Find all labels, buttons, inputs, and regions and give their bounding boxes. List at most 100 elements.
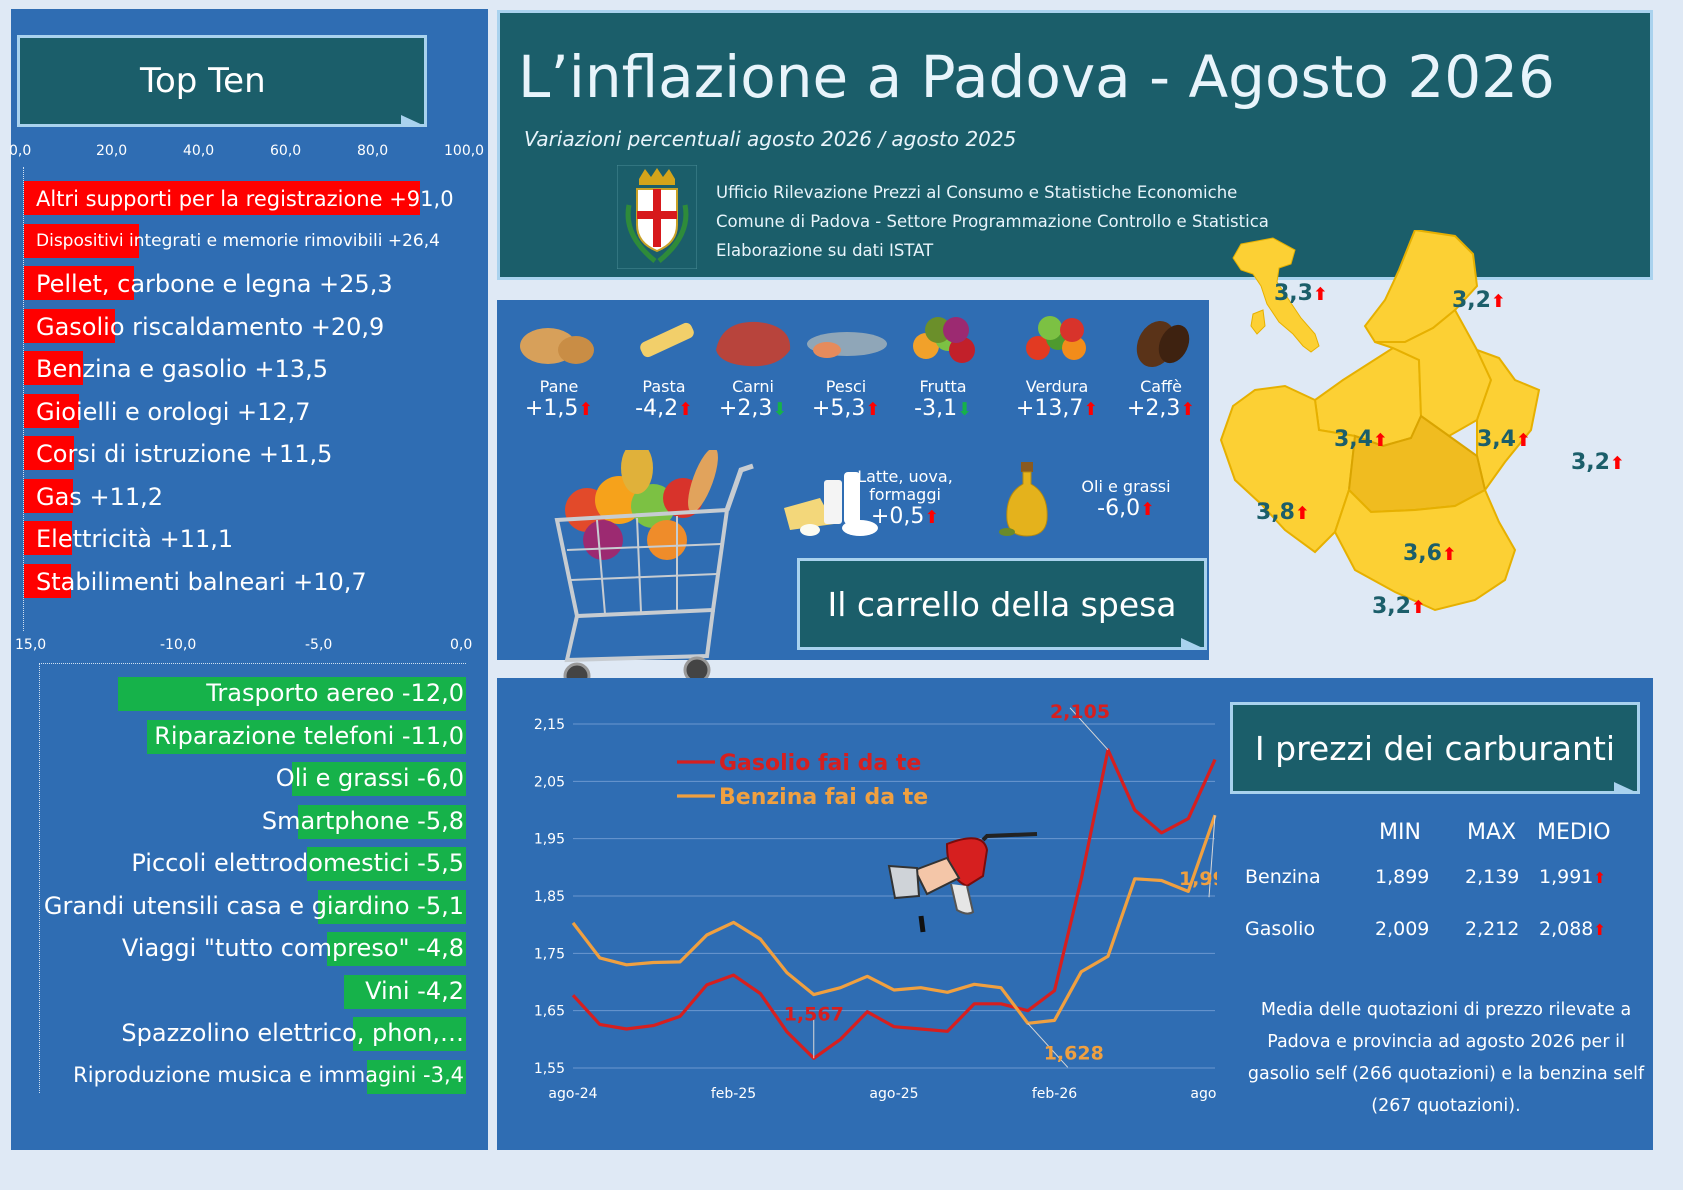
- column-header-min: MIN: [1379, 820, 1421, 845]
- legend-label: Benzina fai da te: [719, 785, 928, 810]
- food-value-number: +2,3: [1126, 396, 1181, 421]
- decrease-bar: [118, 677, 466, 711]
- arrow-up-icon: ⬆: [578, 400, 594, 420]
- sardinia-shape: [1250, 309, 1266, 335]
- food-value: +0,5⬆: [850, 504, 960, 531]
- axis-tick-label: 15,0: [15, 637, 47, 653]
- decrease-bar: [292, 762, 466, 796]
- arrow-down-icon: ⬇: [957, 400, 972, 420]
- increase-bar: [24, 223, 139, 258]
- food-value-number: -6,0: [1097, 496, 1141, 521]
- map-value-number: 3,2: [1372, 594, 1411, 619]
- food-item: Pane +1,5⬆: [509, 378, 609, 423]
- axis-frame: [39, 663, 466, 1093]
- food-item: Carni +2,3⬇: [703, 378, 803, 423]
- arrow-up-icon: ⬆: [1294, 504, 1310, 524]
- axis-tick-label: 0,0: [9, 143, 32, 159]
- banner-fold: [401, 115, 427, 127]
- map-value-number: 3,4: [1334, 427, 1373, 452]
- food-value-number: +2,3: [718, 396, 773, 421]
- province-south: [1333, 488, 1517, 612]
- increase-bar-label: Gasolio riscaldamento +20,9: [36, 312, 385, 341]
- map-value-italy: 3,3⬆: [1274, 281, 1328, 306]
- decrease-bar: [344, 974, 466, 1009]
- map-value-west: 3,8⬆: [1256, 500, 1310, 525]
- map-value-number: 3,3: [1274, 281, 1313, 306]
- food-item: Verdura +13,7⬆: [1007, 378, 1107, 423]
- arrow-up-icon: ⬆: [1083, 400, 1099, 420]
- decrease-bar-label: Grandi utensili casa e giardino -5,1: [43, 891, 464, 920]
- x-tick-label: ago-25: [869, 1086, 918, 1102]
- food-value-number: -4,2: [635, 396, 679, 421]
- food-item: Pasta -4,2⬆: [614, 378, 714, 423]
- fuel-note: Media delle quotazioni di prezzo rilevat…: [1247, 1000, 1645, 1116]
- y-tick-label: 1,65: [534, 1004, 565, 1020]
- fuel-banner: I prezzi dei carburanti: [1230, 702, 1640, 794]
- arrow-up-icon: ⬆: [1593, 869, 1607, 887]
- top-ten-panel: Top Ten 0,0 20,0 40,0 60,0 80,0 100,0 Altri s…: [9, 9, 488, 1150]
- axis-tick-label: 80,0: [357, 143, 389, 159]
- decrease-bar: [367, 1059, 466, 1094]
- y-tick-label: 2,15: [534, 717, 565, 733]
- decrease-bar: [306, 847, 466, 881]
- arrow-up-icon: ⬆: [1410, 598, 1426, 618]
- increase-bar: [24, 308, 115, 343]
- fuel-price-line-chart: 1,55 1,65 1,75 1,85 1,95 2,05 2,15 ago-24 feb-25…: [534, 701, 1217, 1102]
- padova-crest-icon: [617, 165, 697, 269]
- veneto-map: [1219, 230, 1541, 612]
- header-panel: L’inflazione a Padova - Agosto 2026 Vari…: [497, 10, 1653, 280]
- fuel-row-avg-value: 2,088: [1539, 918, 1594, 940]
- food-item: Caffè +2,3⬆: [1111, 378, 1211, 423]
- decrease-bar-label: Piccoli elettrodomestici -5,5: [131, 849, 464, 877]
- data-label: 1,628: [1044, 1042, 1104, 1064]
- decrease-bar-label: Oli e grassi -6,0: [275, 764, 464, 792]
- increase-bar: [24, 478, 73, 513]
- arrow-up-icon: ⬆: [1441, 545, 1457, 565]
- decrease-bar: [352, 1017, 466, 1051]
- fuel-prices-panel: 1,55 1,65 1,75 1,85 1,95 2,05 2,15 ago-24 feb-25…: [497, 678, 1653, 1150]
- axis-tick-label: 60,0: [270, 143, 302, 159]
- arrow-up-icon: ⬆: [1180, 400, 1196, 420]
- axis-tick-label: 0,0: [450, 637, 473, 653]
- arrow-up-icon: ⬆: [1490, 292, 1506, 312]
- food-label: Pane: [539, 377, 579, 396]
- axis-tick-label: -10,0: [160, 637, 197, 653]
- decrease-bar-label: Smartphone -5,8: [261, 806, 464, 835]
- axis-tick-label: 20,0: [96, 143, 128, 159]
- arrow-up-icon: ⬆: [1609, 454, 1625, 474]
- food-value-number: +0,5: [870, 504, 925, 529]
- office-line: Elaborazione su dati ISTAT: [716, 241, 934, 260]
- increase-bar: [24, 563, 71, 598]
- office-line: Ufficio Rilevazione Prezzi al Consumo e …: [716, 183, 1238, 202]
- arrow-up-icon: ⬆: [1372, 431, 1388, 451]
- x-tick-label: ago-26: [1190, 1086, 1217, 1102]
- annotation-leader: [1208, 815, 1216, 898]
- map-value-number: 3,4: [1477, 427, 1516, 452]
- meat-icon: [716, 321, 791, 367]
- legend-label: Gasolio fai da te: [719, 751, 921, 776]
- food-label: Oli e grassi: [1081, 477, 1171, 496]
- increase-bar-label: Altri supporti per la registrazione +91,…: [36, 186, 454, 211]
- increase-bar: [24, 181, 420, 215]
- increase-bar-label: Dispositivi integrati e memorie rimovibi…: [36, 231, 440, 251]
- decrease-bar-label: Vini -4,2: [365, 976, 464, 1005]
- column-header-avg: MEDIO: [1537, 820, 1611, 845]
- food-value: -3,1⬇: [893, 396, 993, 423]
- axis-tick-label: 40,0: [183, 143, 215, 159]
- increase-bar: [24, 521, 73, 555]
- fuel-row-max: 2,212: [1465, 918, 1520, 940]
- map-value-number: 3,2: [1571, 450, 1610, 475]
- food-value-number: +5,3: [811, 396, 866, 421]
- increase-bar-label: Elettricità +11,1: [36, 525, 234, 553]
- food-label: Pesci: [825, 377, 867, 396]
- arrow-up-icon: ⬆: [865, 400, 881, 420]
- oils-item: Oli e grassi -6,0⬆: [1071, 478, 1181, 523]
- banner-fold: [1614, 782, 1640, 794]
- increase-bar-label: Benzina e gasolio +13,5: [36, 355, 328, 383]
- food-label: Latte, uova, formaggi: [857, 467, 953, 504]
- fuel-row-max: 2,139: [1465, 866, 1520, 888]
- x-tick-label: feb-25: [711, 1086, 756, 1102]
- cart-banner: Il carrello della spesa: [797, 558, 1207, 650]
- arrow-up-icon: ⬆: [924, 508, 940, 528]
- coffee-icon: [1136, 320, 1190, 368]
